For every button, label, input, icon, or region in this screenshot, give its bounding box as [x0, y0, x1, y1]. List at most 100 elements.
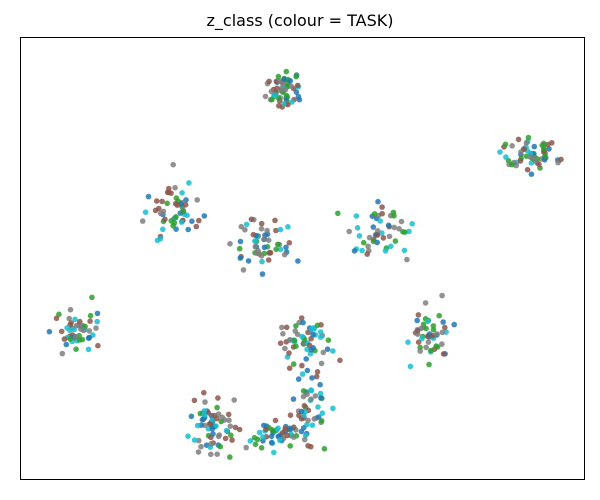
scatter-point-green [318, 418, 325, 424]
scatter-point-brown [265, 257, 272, 263]
scatter-point-brown [206, 421, 213, 427]
scatter-point-brown [266, 249, 273, 256]
scatter-point-blue [145, 193, 152, 200]
scatter-point-green [400, 229, 406, 235]
scatter-point-cyan [317, 390, 324, 397]
scatter-point-cyan [359, 247, 365, 254]
scatter-point-blue [531, 143, 538, 150]
scatter-point-gray [258, 253, 265, 259]
scatter-point-blue [317, 381, 323, 388]
scatter-point-gray [215, 411, 222, 417]
scatter-point-gray [208, 441, 214, 447]
scatter-point-brown [558, 156, 564, 163]
scatter-point-cyan [407, 363, 414, 370]
scatter-point-cyan [354, 225, 361, 231]
scatter-point-gray [66, 315, 72, 322]
scatter-point-cyan [72, 316, 78, 323]
scatter-point-cyan [201, 412, 208, 419]
scatter-point-cyan [405, 339, 411, 346]
scatter-point-gray [172, 184, 178, 191]
scatter-point-gray [139, 218, 146, 224]
scatter-point-brown [250, 231, 257, 238]
scatter-point-brown [258, 220, 265, 227]
scatter-point-green [217, 443, 224, 450]
scatter-point-brown [379, 210, 386, 217]
scatter-point-gray [320, 349, 327, 356]
scatter-point-cyan [142, 209, 149, 215]
scatter-point-green [67, 336, 73, 342]
scatter-point-green [275, 73, 282, 80]
scatter-point-cyan [330, 348, 336, 354]
scatter-point-brown [77, 318, 83, 325]
scatter-point-brown [374, 232, 381, 238]
scatter-point-gray [509, 143, 515, 149]
scatter-point-green [290, 361, 297, 367]
scatter-point-cyan [252, 238, 258, 244]
scatter-point-green [392, 238, 399, 244]
scatter-point-gray [198, 443, 204, 450]
scatter-point-brown [201, 389, 207, 396]
scatter-point-cyan [503, 154, 509, 160]
scatter-point-cyan [277, 226, 284, 233]
scatter-point-gray [290, 434, 297, 440]
scatter-point-cyan [309, 325, 315, 332]
scatter-point-blue [385, 222, 392, 229]
scatter-point-brown [159, 198, 165, 205]
scatter-point-brown [515, 136, 522, 143]
scatter-point-brown [294, 82, 301, 89]
scatter-point-gray [262, 93, 269, 100]
scatter-point-brown [286, 240, 293, 246]
scatter-point-blue [309, 375, 315, 381]
scatter-point-cyan [356, 233, 363, 239]
scatter-point-gray [264, 227, 270, 234]
scatter-point-brown [287, 412, 294, 419]
scatter-point-brown [266, 78, 272, 85]
scatter-point-brown [272, 417, 279, 424]
scatter-point-gray [318, 360, 325, 367]
scatter-point-gray [300, 393, 307, 400]
scatter-point-green [335, 210, 341, 217]
scatter-point-gray [308, 396, 314, 403]
scatter-point-cyan [179, 190, 185, 196]
scatter-point-blue [295, 258, 301, 264]
scatter-point-blue [185, 226, 191, 233]
scatter-point-gray [227, 241, 233, 247]
scatter-point-gray [396, 226, 402, 232]
scatter-point-green [325, 337, 332, 344]
scatter-point-blue [287, 426, 294, 432]
scatter-point-brown [95, 342, 101, 349]
scatter-point-blue [188, 413, 195, 420]
scatter-point-brown [222, 435, 229, 442]
scatter-point-green [73, 346, 79, 353]
scatter-point-green [426, 361, 432, 368]
scatter-point-brown [211, 412, 218, 419]
scatter-point-cyan [304, 346, 310, 353]
scatter-point-cyan [243, 221, 250, 228]
scatter-point-green [433, 343, 440, 349]
scatter-point-brown [272, 217, 278, 224]
scatter-point-blue [308, 347, 315, 353]
scatter-point-green [252, 441, 259, 448]
scatter-point-brown [286, 365, 293, 372]
scatter-point-gray [292, 328, 299, 334]
scatter-point-cyan [256, 429, 263, 436]
scatter-point-gray [73, 322, 80, 329]
scatter-point-brown [521, 146, 527, 152]
scatter-point-green [541, 141, 547, 148]
scatter-point-cyan [194, 422, 201, 429]
scatter-point-brown [536, 161, 542, 168]
scatter-point-blue [451, 321, 458, 328]
points-layer [46, 68, 564, 460]
scatter-point-gray [202, 399, 208, 405]
scatter-point-green [283, 92, 290, 99]
scatter-point-brown [156, 205, 162, 212]
scatter-point-brown [53, 315, 60, 322]
scatter-point-cyan [309, 422, 316, 429]
scatter-point-cyan [377, 218, 384, 224]
scatter-point-green [275, 241, 281, 248]
scatter-point-gray [346, 228, 353, 235]
scatter-point-brown [313, 373, 320, 380]
scatter-point-gray [258, 226, 265, 232]
scatter-point-cyan [64, 325, 70, 331]
scatter-point-green [436, 312, 443, 319]
